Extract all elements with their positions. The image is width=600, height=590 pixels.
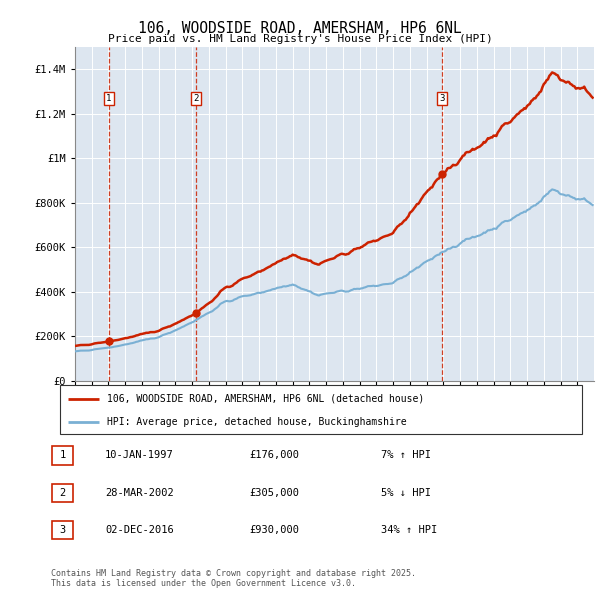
Text: 10-JAN-1997: 10-JAN-1997 [105,451,174,460]
Text: 02-DEC-2016: 02-DEC-2016 [105,525,174,535]
Text: 2: 2 [194,94,199,103]
Text: £930,000: £930,000 [249,525,299,535]
Text: 28-MAR-2002: 28-MAR-2002 [105,488,174,497]
FancyBboxPatch shape [60,385,582,434]
Text: £305,000: £305,000 [249,488,299,497]
Text: 34% ↑ HPI: 34% ↑ HPI [381,525,437,535]
FancyBboxPatch shape [52,484,73,502]
Text: 3: 3 [439,94,445,103]
Text: Price paid vs. HM Land Registry's House Price Index (HPI): Price paid vs. HM Land Registry's House … [107,34,493,44]
Text: 1: 1 [106,94,112,103]
Text: 2: 2 [59,488,65,497]
Text: 5% ↓ HPI: 5% ↓ HPI [381,488,431,497]
Text: 1: 1 [59,451,65,460]
Text: Contains HM Land Registry data © Crown copyright and database right 2025.
This d: Contains HM Land Registry data © Crown c… [51,569,416,588]
Text: 3: 3 [59,525,65,535]
FancyBboxPatch shape [52,447,73,464]
Text: £176,000: £176,000 [249,451,299,460]
FancyBboxPatch shape [52,521,73,539]
Text: 106, WOODSIDE ROAD, AMERSHAM, HP6 6NL (detached house): 106, WOODSIDE ROAD, AMERSHAM, HP6 6NL (d… [107,394,424,404]
Text: HPI: Average price, detached house, Buckinghamshire: HPI: Average price, detached house, Buck… [107,417,407,427]
Text: 7% ↑ HPI: 7% ↑ HPI [381,451,431,460]
Text: 106, WOODSIDE ROAD, AMERSHAM, HP6 6NL: 106, WOODSIDE ROAD, AMERSHAM, HP6 6NL [138,21,462,35]
